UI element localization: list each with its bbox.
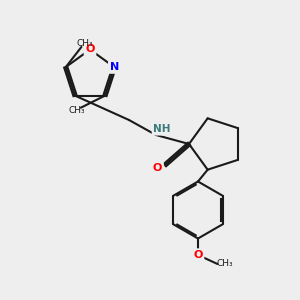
Text: CH₃: CH₃ (76, 40, 93, 49)
Text: CH₃: CH₃ (217, 260, 233, 268)
Text: O: O (153, 163, 162, 173)
Text: O: O (85, 44, 95, 55)
Text: O: O (193, 250, 203, 260)
Text: NH: NH (153, 124, 171, 134)
Text: CH₃: CH₃ (68, 106, 85, 115)
Text: N: N (110, 62, 119, 72)
